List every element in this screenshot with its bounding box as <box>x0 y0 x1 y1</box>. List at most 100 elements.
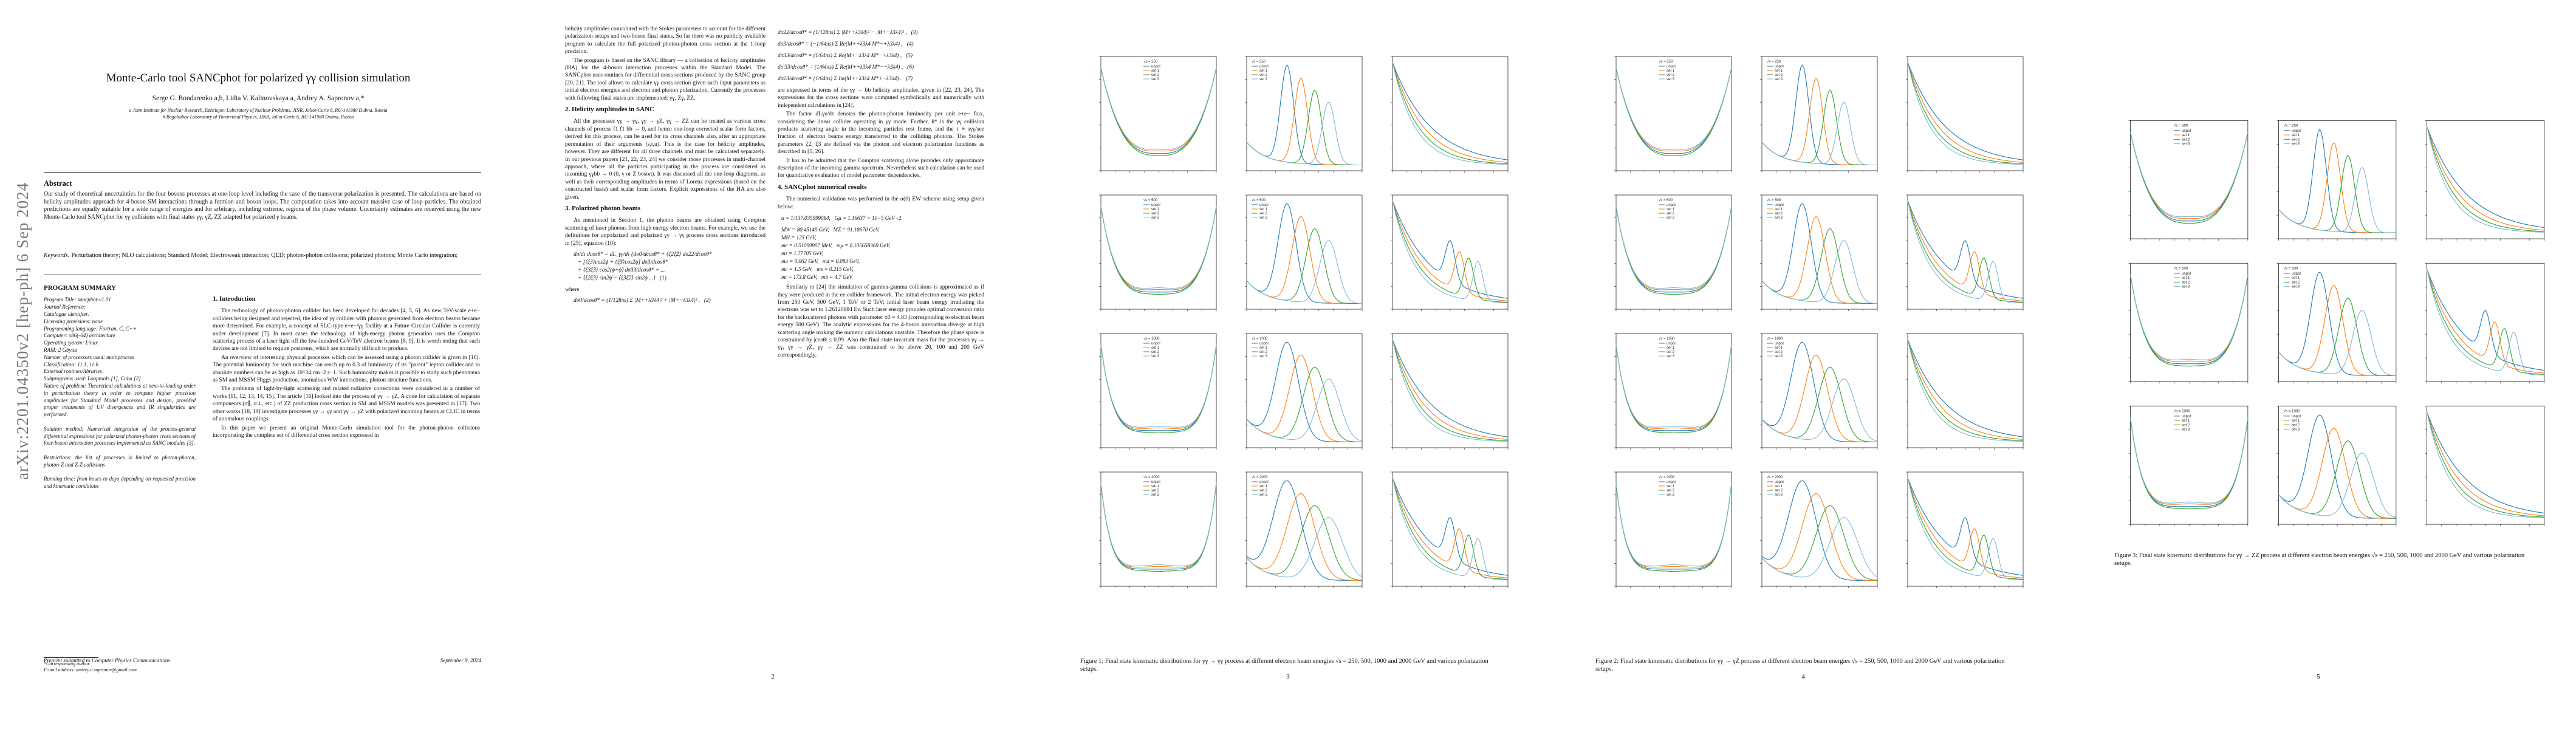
legend-label: set 3 <box>1667 216 1675 220</box>
legend-label: set 2 <box>2292 137 2300 142</box>
series-line-set-2 <box>1615 344 1732 434</box>
figure-3-grid: √s = 250 unpol set 1 set 2 set 3 √s = 250 unpo… <box>2109 115 2549 541</box>
legend-label: set 3 <box>1259 216 1268 220</box>
legend-label: set 3 <box>1667 493 1675 497</box>
series-line-unpol <box>1100 206 1217 293</box>
legend-label: unpol <box>1259 204 1269 207</box>
intro-heading: 1. Introduction <box>213 295 256 303</box>
arxiv-stamp-text: arXiv:2201.04350v2 [hep-ph] 6 Sep 2024 <box>13 182 32 480</box>
series-line-unpol <box>1907 200 2024 299</box>
text-paragraph: are expressed in terms of the γγ → bb he… <box>778 87 984 109</box>
param-line: mτ = 1.77705 GeV, <box>781 250 823 257</box>
equation-2: dσ0/dcosθ* = (1/128πs) Σ |M++λ3λ4|² + |M… <box>574 298 711 304</box>
preprint-note: Preprint submitted to Computer Physics C… <box>44 657 170 663</box>
plot-panel: √s = 1000 unpol set 1 set 2 set 3 <box>1226 329 1367 464</box>
legend-label: set 2 <box>2292 280 2300 284</box>
legend-energy-label: √s = 2000 <box>1252 475 1268 479</box>
program-summary-text: Program Title: sancphot-v1.01 Journal Re… <box>44 296 196 490</box>
footnote: *Corresponding author. E-mail address: a… <box>44 661 137 673</box>
series-line-set-1 <box>1392 339 1509 440</box>
plot-frame <box>2130 405 2249 525</box>
legend-energy-label: √s = 1000 <box>1143 337 1160 341</box>
series-line-set-2 <box>2427 411 2544 518</box>
series-line-set-2 <box>1392 477 1509 580</box>
series-line-unpol <box>1392 339 1509 437</box>
legend-label: set 2 <box>2182 280 2190 284</box>
equation-7: dσ23/dcosθ* = (1/64πs) Σ Im(M++λ3λ4 M*+−… <box>778 76 913 82</box>
series-line-set-1 <box>1100 344 1217 429</box>
keywords-label: Keywords: <box>44 252 70 259</box>
legend-label: set 3 <box>1667 78 1675 81</box>
text-paragraph: It has to be admitted that the Compton s… <box>778 157 984 179</box>
legend-energy-label: √s = 500 <box>2174 267 2188 271</box>
legend-label: set 3 <box>1775 355 1783 358</box>
legend-label: unpol <box>1775 342 1784 346</box>
page-number: 3 <box>1286 673 1290 680</box>
legend-label: set 1 <box>1151 485 1160 488</box>
series-line-set-1 <box>1392 62 1509 163</box>
series-line-unpol <box>1761 480 1877 581</box>
series-line-unpol <box>1907 477 2024 576</box>
series-line-set-2 <box>1907 339 2024 442</box>
plot-frame <box>2278 262 2397 382</box>
series-line-set-2 <box>1907 62 2024 165</box>
series-line-set-1 <box>2130 417 2249 505</box>
plot-panel: √s = 2000 unpol set 1 set 2 set 3 <box>1080 467 1221 602</box>
page-number: 5 <box>2317 673 2320 680</box>
legend-label: set 1 <box>2292 276 2300 280</box>
page2-left-column: helicity amplitudes convoluted with the … <box>565 26 766 309</box>
series-line-unpol <box>2427 411 2544 514</box>
legend-label: set 2 <box>1667 74 1675 77</box>
legend-label: set 1 <box>1775 208 1783 211</box>
footnote-rule <box>44 657 98 658</box>
series-line-set-2 <box>1761 89 1877 166</box>
series-line-unpol <box>2130 132 2249 222</box>
figure-1-grid: √s = 250 unpol set 1 set 2 set 3 √s = 250 unpo… <box>1080 52 1513 602</box>
legend-energy-label: √s = 500 <box>1143 198 1158 202</box>
plot-panel <box>1887 190 2028 325</box>
series-line-set-3 <box>1615 344 1732 428</box>
series-line-set-3 <box>2130 132 2249 217</box>
legend-label: set 2 <box>2292 423 2300 427</box>
where-text: where <box>565 286 580 293</box>
legend-energy-label: √s = 2000 <box>1143 475 1160 479</box>
series-line-set-3 <box>1615 206 1732 289</box>
series-line-set-1 <box>2278 428 2396 519</box>
plot-panel <box>1372 329 1513 464</box>
plot-svg <box>1906 333 2024 450</box>
plot-panel <box>1372 467 1513 602</box>
top-rule <box>44 172 481 173</box>
plot-panel <box>1372 190 1513 325</box>
series-line-set-3 <box>1907 339 2024 442</box>
series-line-set-1 <box>2427 126 2544 231</box>
plot-svg <box>2425 120 2545 241</box>
series-line-set-2 <box>1761 228 1877 304</box>
legend-energy-label: √s = 500 <box>1767 198 1781 202</box>
legend-label: set 2 <box>1775 74 1783 77</box>
series-line-unpol <box>1907 339 2024 437</box>
legend-label: set 2 <box>1151 351 1160 354</box>
series-line-set-3 <box>1100 344 1217 428</box>
plot-panel: √s = 2000 unpol set 1 set 2 set 3 <box>1226 467 1367 602</box>
legend-label: set 2 <box>1151 212 1160 216</box>
plot-panel <box>1887 52 2028 187</box>
legend-label: set 2 <box>1259 212 1268 216</box>
text-paragraph: All the processes γγ → γγ, γγ → γZ, γγ →… <box>565 118 766 200</box>
legend-label: unpol <box>2292 129 2301 133</box>
series-line-set-1 <box>1246 78 1362 166</box>
series-line-set-2 <box>1246 89 1362 166</box>
series-line-set-2 <box>2427 269 2544 375</box>
series-line-set-1 <box>2427 411 2544 516</box>
legend-label: set 1 <box>2292 419 2300 423</box>
series-line-set-3 <box>1615 67 1732 150</box>
series-line-unpol <box>1392 200 1509 299</box>
series-line-unpol <box>1100 344 1217 431</box>
legend-label: set 1 <box>2182 419 2190 423</box>
legend-label: set 1 <box>1667 485 1675 488</box>
legend-label: set 2 <box>1775 212 1783 216</box>
legend-label: set 1 <box>1259 485 1268 488</box>
page-5: √s = 250 unpol set 1 set 2 set 3 √s = 250 unpo… <box>2061 0 2576 729</box>
